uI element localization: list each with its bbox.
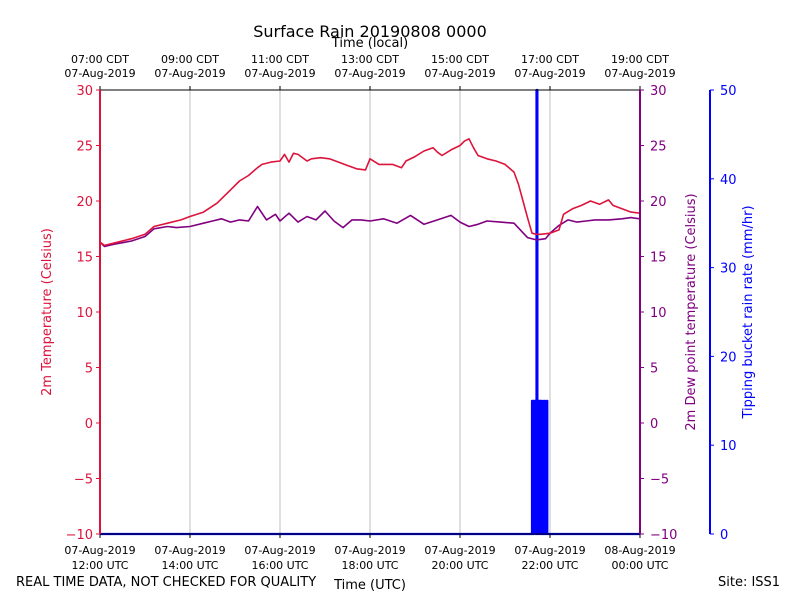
x-tick-label-utc-time: 14:00 UTC [161,559,218,572]
x-tick-label-utc-time: 22:00 UTC [521,559,578,572]
x-tick-label-utc-date: 07-Aug-2019 [244,544,315,557]
left-tick-label: 5 [85,362,93,377]
x-top-tick-label-local-time: 13:00 CDT [341,53,399,66]
x-tick-label-utc-time: 18:00 UTC [341,559,398,572]
top-axis-label: Time (local) [331,36,408,51]
left-tick-label: 25 [76,140,93,155]
x-top-tick-label-local-date: 07-Aug-2019 [154,67,225,80]
middle-tick-label: 15 [650,251,667,266]
bottom-axis-label: Time (UTC) [333,578,406,593]
x-top-tick-label-local-time: 07:00 CDT [71,53,129,66]
left-tick-label: 15 [76,251,93,266]
x-tick-label-utc-time: 16:00 UTC [251,559,308,572]
right-axis-label: Tipping bucket rain rate (mm/hr) [741,205,756,419]
x-tick-label-utc-date: 08-Aug-2019 [604,544,675,557]
x-top-tick-label-local-date: 07-Aug-2019 [514,67,585,80]
x-top-tick-label-local-time: 09:00 CDT [161,53,219,66]
right-tick-label: 50 [720,84,737,99]
x-tick-label-utc-date: 07-Aug-2019 [424,544,495,557]
x-top-tick-label-local-time: 19:00 CDT [611,53,669,66]
x-top-tick-label-local-date: 07-Aug-2019 [244,67,315,80]
gridlines [189,90,551,534]
right-tick-label: 30 [720,262,737,277]
middle-tick-label: −5 [650,473,669,488]
x-top-tick-label-local-date: 07-Aug-2019 [334,67,405,80]
right-tick-label: 0 [720,528,728,543]
left-tick-label: 0 [85,417,93,432]
middle-tick-label: 20 [650,195,667,210]
right-tick-label: 40 [720,173,737,188]
left-tick-label: −5 [74,473,93,488]
x-tick-label-utc-time: 20:00 UTC [431,559,488,572]
x-tick-label-utc-time: 00:00 UTC [611,559,668,572]
middle-tick-label: 25 [650,140,667,155]
x-tick-label-utc-date: 07-Aug-2019 [64,544,135,557]
x-tick-label-utc-date: 07-Aug-2019 [514,544,585,557]
left-tick-label: 10 [76,306,93,321]
middle-tick-label: 0 [650,417,658,432]
x-top-tick-label-local-time: 17:00 CDT [521,53,579,66]
x-top-tick-label-local-date: 07-Aug-2019 [424,67,495,80]
middle-axis-label: 2m Dew point temperature (Celsius) [684,193,699,430]
left-tick-label: 20 [76,195,93,210]
left-tick-label: −10 [66,528,93,543]
temperature-line [99,138,641,247]
right-tick-label: 20 [720,350,737,365]
middle-tick-label: 30 [650,84,667,99]
middle-tick-label: 10 [650,306,667,321]
quality-disclaimer: REAL TIME DATA, NOT CHECKED FOR QUALITY [16,575,317,590]
x-top-tick-label-local-time: 15:00 CDT [431,53,489,66]
x-tick-label-utc-date: 07-Aug-2019 [334,544,405,557]
x-tick-label-utc-date: 07-Aug-2019 [154,544,225,557]
middle-tick-label: 5 [650,362,658,377]
x-top-tick-label-local-time: 11:00 CDT [251,53,309,66]
chart-title: Surface Rain 20190808 0000 [253,22,487,41]
x-tick-label-utc-time: 12:00 UTC [71,559,128,572]
left-axis-label: 2m Temperature (Celsius) [40,228,55,396]
left-tick-label: 30 [76,84,93,99]
site-label: Site: ISS1 [718,575,781,590]
x-top-tick-label-local-date: 07-Aug-2019 [604,67,675,80]
right-tick-label: 10 [720,439,737,454]
x-top-tick-label-local-date: 07-Aug-2019 [64,67,135,80]
middle-tick-label: −10 [650,528,677,543]
